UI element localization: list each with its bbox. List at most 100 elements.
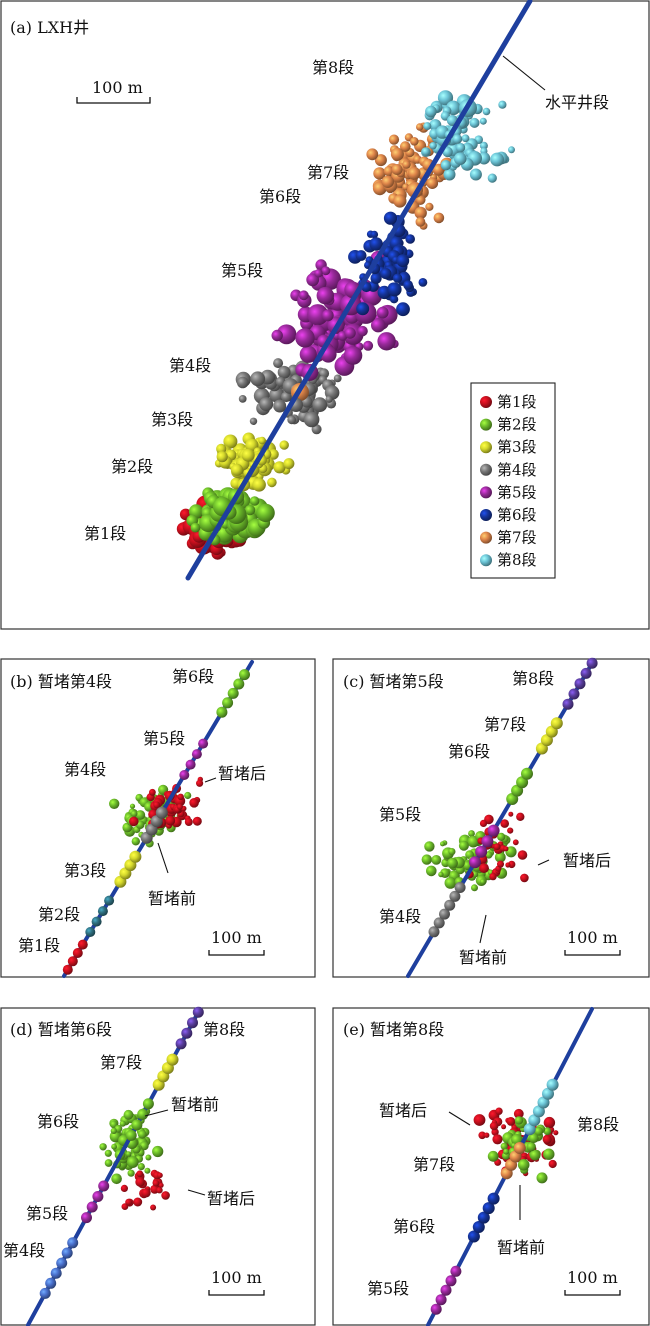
legend-marker-stage1 bbox=[480, 396, 492, 408]
event-stage6 bbox=[389, 295, 399, 304]
event-stage7 bbox=[373, 167, 386, 180]
event-after bbox=[150, 1204, 157, 1211]
event-before bbox=[503, 1148, 510, 1155]
stage5-cluster bbox=[92, 1191, 104, 1202]
panel-a-label-stage2: 第2段 bbox=[111, 457, 153, 476]
event-after bbox=[165, 815, 176, 826]
panel-b-stage-clusters bbox=[62, 669, 250, 975]
panel-c-after-pointer bbox=[537, 859, 550, 866]
panel-b-label-s4: 第4段 bbox=[64, 760, 106, 779]
scale-bar-line bbox=[76, 97, 151, 104]
event-stage4 bbox=[325, 395, 333, 403]
panel-a-label-stage5: 第5段 bbox=[221, 261, 263, 280]
legend-label-stage1: 第1段 bbox=[497, 393, 537, 411]
event-stage6 bbox=[392, 273, 403, 283]
event-stage8 bbox=[455, 142, 466, 153]
stage5-cluster bbox=[475, 845, 488, 858]
stage2-cluster bbox=[104, 895, 115, 906]
event-stage3 bbox=[230, 463, 244, 476]
event-after bbox=[177, 793, 184, 800]
panel-a-label-stage1: 第1段 bbox=[84, 524, 126, 543]
event-stage7 bbox=[390, 147, 404, 161]
event-stage8 bbox=[479, 141, 488, 150]
stage8-cluster bbox=[562, 698, 574, 710]
panel-d-label-s7: 第7段 bbox=[100, 1053, 142, 1072]
stage5-cluster bbox=[440, 1284, 452, 1296]
panel-e-scale-label: 100 m bbox=[567, 1268, 618, 1287]
event-before bbox=[145, 1154, 152, 1161]
event-stage7 bbox=[415, 217, 426, 227]
event-after bbox=[129, 816, 139, 827]
panel-c-before-pointer bbox=[479, 914, 487, 944]
event-stage5 bbox=[276, 324, 297, 345]
panel-a-label-stage8: 第8段 bbox=[312, 58, 354, 77]
event-stage8 bbox=[482, 107, 491, 116]
event-stage4 bbox=[273, 358, 284, 369]
event-stage4 bbox=[259, 397, 274, 412]
stage7-cluster bbox=[166, 1053, 179, 1066]
event-stage7 bbox=[393, 194, 407, 208]
event-stage2 bbox=[190, 522, 201, 533]
event-before bbox=[534, 1126, 544, 1136]
panel-c-stage-clusters bbox=[428, 657, 598, 938]
panel-a-label-stage7: 第7段 bbox=[307, 163, 349, 182]
panel-d-label-s8: 第8段 bbox=[203, 1020, 245, 1039]
event-stage4 bbox=[249, 417, 258, 425]
panel-d-label-after: 暂堵后 bbox=[207, 1189, 255, 1208]
event-stage5 bbox=[377, 332, 396, 351]
event-before bbox=[458, 840, 469, 851]
panel-d-stage-clusters bbox=[39, 1006, 204, 1299]
event-stage8 bbox=[423, 122, 432, 131]
event-stage7 bbox=[414, 206, 427, 220]
event-before bbox=[152, 1145, 164, 1158]
panel-e-label-after: 暂堵后 bbox=[379, 1101, 427, 1120]
event-stage7 bbox=[383, 166, 394, 177]
legend-label-stage4: 第4段 bbox=[497, 461, 537, 479]
stage6-cluster bbox=[227, 687, 239, 699]
stage7-cluster bbox=[513, 1142, 526, 1154]
event-before bbox=[104, 1159, 113, 1167]
event-before bbox=[127, 1169, 135, 1177]
event-after bbox=[192, 816, 202, 826]
event-stage7 bbox=[381, 175, 394, 188]
stage1-cluster bbox=[62, 964, 73, 975]
event-stage8 bbox=[452, 134, 463, 144]
event-stage7 bbox=[407, 166, 421, 180]
panel-d-scale-bar bbox=[208, 1290, 265, 1296]
event-after bbox=[500, 819, 510, 828]
legend-label-stage8: 第8段 bbox=[497, 551, 537, 569]
panel-b-label-s1: 第1段 bbox=[18, 936, 60, 955]
stage5-cluster bbox=[179, 770, 190, 780]
panel-a-wellbore bbox=[185, 0, 533, 581]
panel-b: (b) 暂堵第4段 第6段 第5段 第4段 暂堵后 第3段 暂堵前 第2段 第1… bbox=[0, 658, 316, 978]
panel-c: (c) 暂堵第5段 第8段 第7段 第6段 第5段 暂堵后 第4段 暂堵前 10… bbox=[332, 657, 650, 978]
event-after bbox=[505, 862, 511, 868]
event-stage5 bbox=[271, 329, 283, 342]
event-stage4 bbox=[287, 415, 297, 425]
event-stage8 bbox=[469, 117, 480, 128]
stage8-cluster bbox=[532, 1105, 545, 1118]
event-before bbox=[104, 1149, 112, 1157]
panel-a-label-stage4: 第4段 bbox=[169, 356, 211, 375]
event-stage5 bbox=[363, 340, 374, 351]
event-stage7 bbox=[374, 154, 387, 167]
event-stage5 bbox=[343, 346, 363, 365]
panel-b-label-s2: 第2段 bbox=[38, 905, 80, 924]
event-before bbox=[130, 810, 138, 817]
stage4-cluster bbox=[45, 1277, 57, 1289]
panel-e-scale-bar bbox=[564, 1290, 621, 1296]
panel-d-label-s6: 第6段 bbox=[37, 1112, 79, 1131]
event-before bbox=[99, 1143, 107, 1151]
stage5-cluster bbox=[450, 1265, 462, 1277]
event-stage6 bbox=[370, 272, 382, 284]
event-stage6 bbox=[383, 211, 398, 225]
stage6-cluster bbox=[142, 1098, 154, 1110]
stage6-cluster bbox=[137, 1108, 149, 1120]
stage5-cluster bbox=[198, 738, 209, 749]
event-before bbox=[131, 837, 140, 846]
event-stage6 bbox=[396, 254, 410, 268]
event-before bbox=[479, 878, 486, 885]
event-stage5 bbox=[298, 290, 309, 301]
stage4-cluster bbox=[67, 1237, 79, 1249]
